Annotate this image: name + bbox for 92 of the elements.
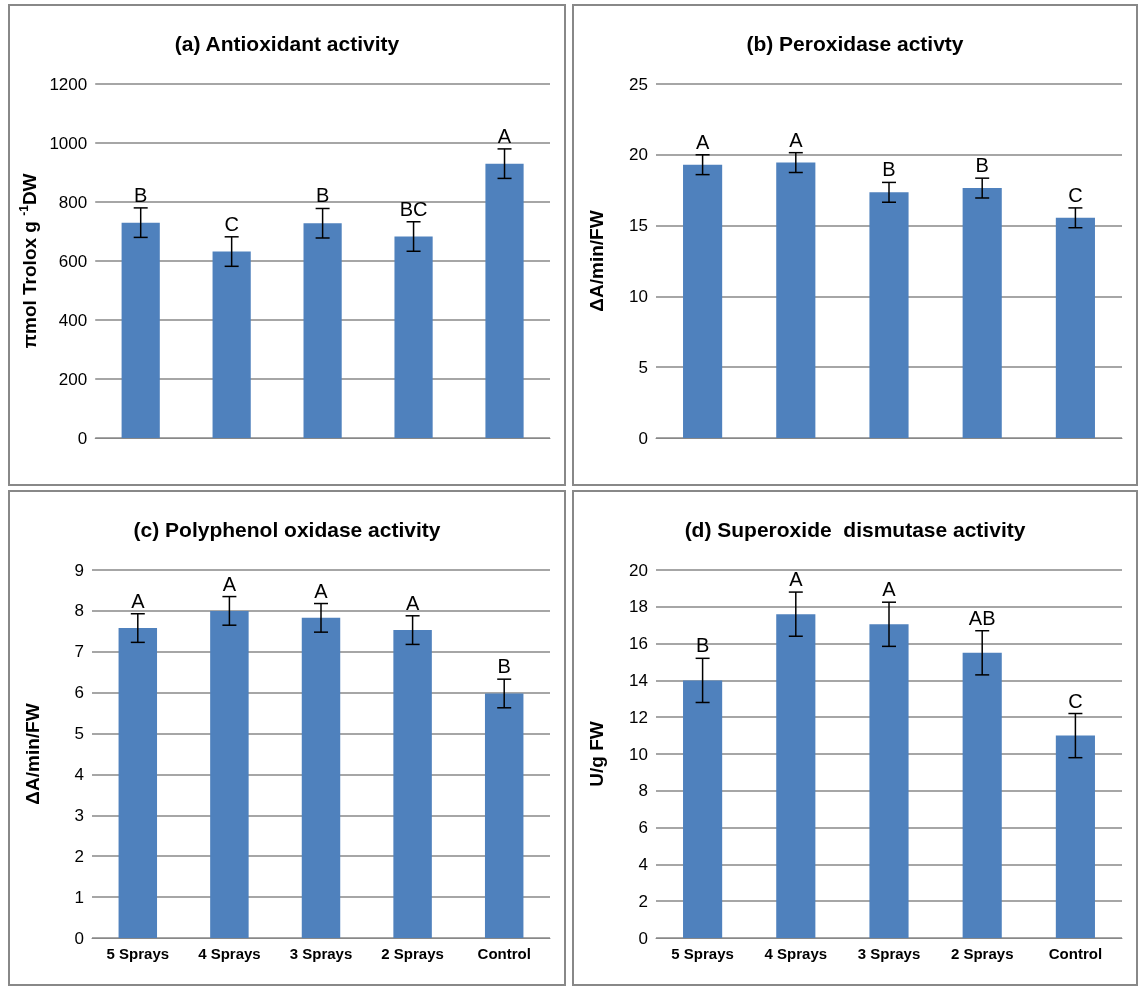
y-tick-label: 1 [74,887,84,907]
data-label: C [224,212,239,235]
bar [683,680,723,938]
y-tick-label: 4 [638,854,648,874]
y-tick-label: 5 [638,357,648,377]
data-label: C [1068,183,1083,206]
bar [484,693,524,938]
y-tick-label: 9 [74,560,84,580]
y-tick-label: 10 [629,744,648,764]
bar [303,223,342,438]
x-tick-label: 2 Sprays [381,945,444,962]
y-tick-label: 12 [629,707,648,727]
y-tick-label: 8 [74,601,84,621]
bar [393,630,432,938]
y-tick-label: 2 [638,891,648,911]
bar [962,188,1002,438]
data-label: AB [968,606,996,629]
data-label: B [975,154,989,177]
y-tick-label: 6 [74,683,84,703]
x-tick-label: 3 Sprays [857,945,921,962]
x-tick-label: Control [477,945,531,962]
y-axis-title: πmol Trolox g -1DW [17,173,40,349]
chart-title: (b) Peroxidase activty [746,32,964,55]
bar [683,164,723,438]
bar [776,162,816,438]
y-tick-label: 7 [74,642,84,662]
y-tick-label: 10 [629,286,648,306]
bar [776,614,816,938]
x-tick-label: 4 Sprays [198,945,261,962]
bar [394,236,433,438]
x-tick-label: 5 Sprays [106,945,170,962]
data-label: C [1068,689,1083,712]
y-axis-title: ΔA/min/FW [586,210,607,312]
bar [962,652,1002,938]
y-tick-label: 200 [58,369,88,389]
data-label: A [695,130,710,153]
bar [301,617,341,938]
y-tick-label: 400 [58,310,88,330]
y-tick-label: 25 [629,74,648,94]
bar [118,628,158,938]
chart-title: (c) Polyphenol oxidase activity [133,518,441,541]
data-label: B [882,158,896,181]
x-tick-label: 3 Sprays [289,945,353,962]
y-tick-label: 20 [629,145,648,165]
y-tick-label: 0 [77,428,88,448]
data-label: B [315,184,330,207]
data-label: B [134,183,148,206]
data-label: A [131,589,146,612]
x-tick-label: 2 Sprays [950,945,1014,962]
data-label: A [405,591,420,614]
x-tick-label: 5 Sprays [671,945,734,962]
chart-title: (d) Superoxide dismutase activity [684,518,1026,541]
y-tick-label: 0 [638,928,648,948]
y-tick-label: 15 [629,216,648,236]
y-tick-label: 4 [74,764,84,784]
y-tick-label: 800 [58,192,88,212]
y-tick-label: 16 [629,634,648,654]
bar [121,222,160,438]
y-tick-label: 6 [638,818,648,838]
y-axis-title: ΔA/min/FW [22,703,43,805]
x-tick-label: 4 Sprays [764,945,828,962]
y-tick-label: 2 [74,846,84,866]
bar [485,163,524,438]
bar [869,192,909,438]
y-tick-label: 20 [629,560,648,580]
y-tick-label: 600 [58,251,88,271]
y-axis-title: U/g FW [586,721,607,787]
y-tick-label: 1200 [49,74,88,94]
data-label: B [497,655,511,678]
data-label: A [222,572,237,595]
y-tick-label: 0 [74,928,84,948]
y-tick-label: 14 [629,670,648,690]
bar [1055,735,1095,938]
y-tick-label: 8 [638,781,648,801]
data-label: A [789,128,804,151]
bar [210,610,249,938]
chart-title: (a) Antioxidant activity [174,32,400,55]
data-label: A [882,578,897,601]
y-tick-label: 18 [629,597,648,617]
bar [212,251,251,438]
data-label: BC [399,197,428,220]
data-label: A [314,579,329,602]
data-label: B [695,634,710,657]
y-tick-label: 3 [74,805,84,825]
y-tick-label: 5 [74,724,84,744]
bar [869,624,909,938]
x-tick-label: Control [1048,945,1103,962]
data-label: A [789,568,804,591]
bar [1055,217,1095,438]
data-label: A [497,124,512,147]
y-tick-label: 0 [638,428,648,448]
y-tick-label: 1000 [49,133,88,153]
